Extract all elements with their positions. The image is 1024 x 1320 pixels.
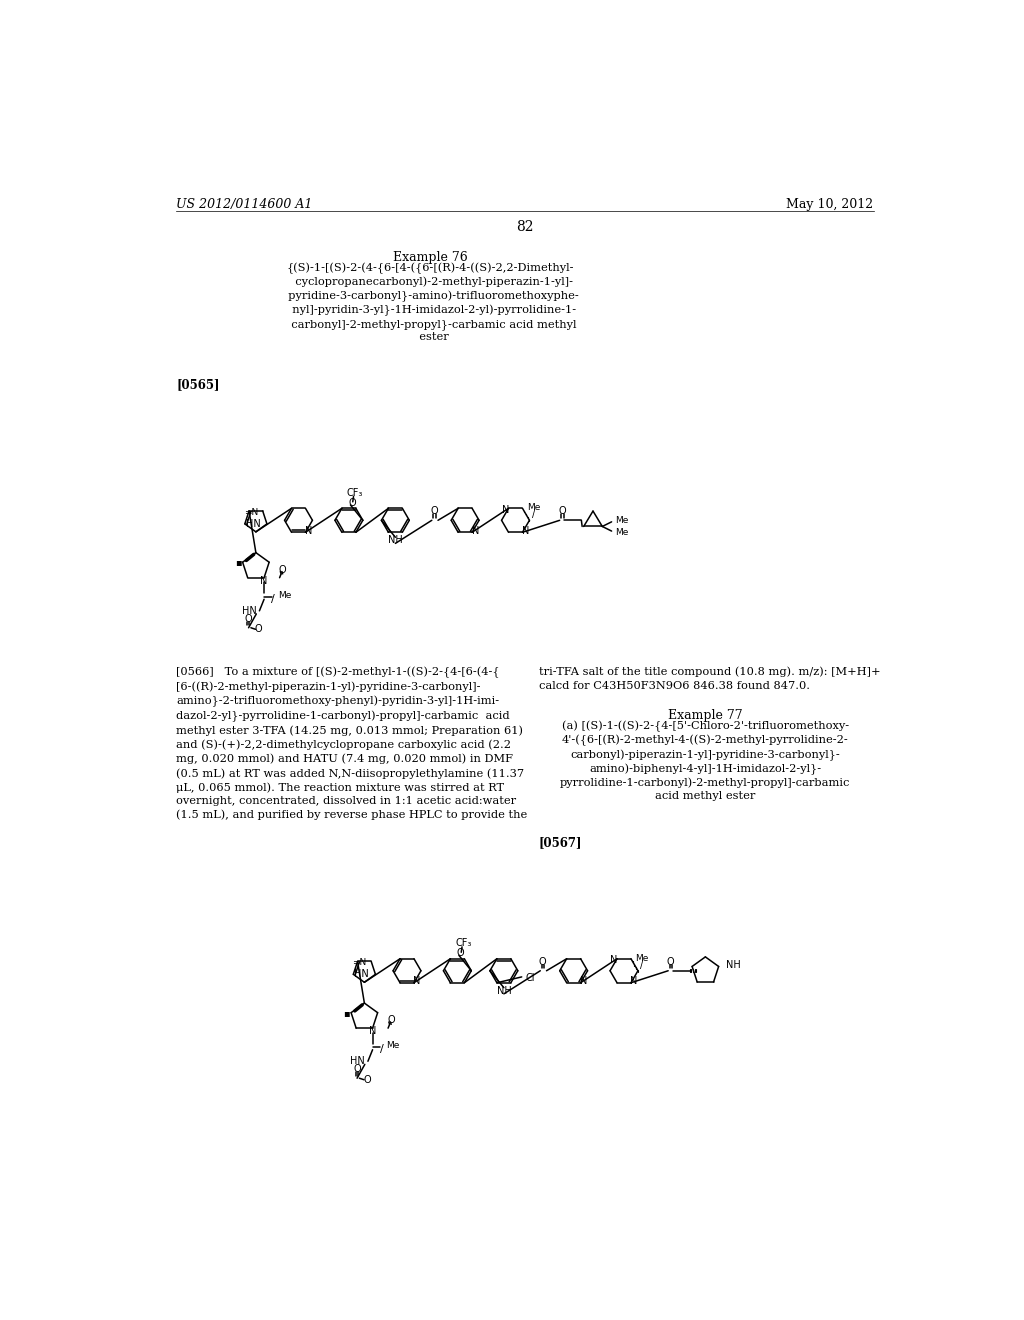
Text: HN: HN — [242, 606, 256, 616]
Text: O: O — [255, 624, 262, 635]
Text: Me: Me — [635, 954, 648, 962]
Text: Me: Me — [386, 1041, 400, 1051]
Text: N: N — [305, 525, 312, 536]
Text: /: / — [640, 960, 643, 970]
Text: [0567]: [0567] — [539, 836, 583, 849]
Text: O: O — [430, 506, 438, 516]
Text: Me: Me — [526, 503, 540, 512]
Text: O: O — [353, 1064, 360, 1074]
Text: O: O — [539, 957, 547, 966]
Text: [0566]   To a mixture of [(S)-2-methyl-1-((S)-2-{4-[6-(4-{
[6-((R)-2-methyl-pipe: [0566] To a mixture of [(S)-2-methyl-1-(… — [176, 667, 527, 820]
Text: Me: Me — [614, 516, 628, 525]
Text: 82: 82 — [516, 220, 534, 234]
Text: N: N — [610, 956, 617, 965]
Text: ▪: ▪ — [343, 1007, 350, 1018]
Text: /: / — [531, 510, 535, 519]
Text: O: O — [245, 614, 252, 623]
Text: O: O — [667, 957, 675, 966]
Text: Me: Me — [614, 528, 628, 537]
Text: HN: HN — [354, 969, 370, 979]
Text: O: O — [364, 1074, 371, 1085]
Text: N: N — [414, 977, 421, 986]
Text: N: N — [471, 525, 479, 536]
Text: NH: NH — [497, 986, 511, 995]
Text: {(S)-1-[(S)-2-(4-{6-[4-({6-[(R)-4-((S)-2,2-Dimethyl-
  cyclopropanecarbonyl)-2-m: {(S)-1-[(S)-2-(4-{6-[4-({6-[(R)-4-((S)-2… — [282, 263, 580, 342]
Text: O: O — [457, 948, 464, 958]
Text: ▪: ▪ — [234, 557, 242, 568]
Text: Example 77: Example 77 — [668, 709, 742, 722]
Text: (a) [(S)-1-((S)-2-{4-[5'-Chloro-2'-trifluoromethoxy-
4'-({6-[(R)-2-methyl-4-((S): (a) [(S)-1-((S)-2-{4-[5'-Chloro-2'-trifl… — [560, 721, 851, 801]
Text: HN: HN — [246, 519, 261, 529]
Text: O: O — [558, 506, 566, 516]
Text: CF₃: CF₃ — [347, 487, 364, 498]
Text: O: O — [387, 1015, 395, 1026]
Text: US 2012/0114600 A1: US 2012/0114600 A1 — [176, 198, 312, 211]
Text: N: N — [522, 525, 529, 536]
Text: /: / — [380, 1044, 384, 1053]
Text: Cl: Cl — [525, 973, 536, 983]
Text: N: N — [580, 977, 588, 986]
Text: N: N — [369, 1026, 376, 1036]
Text: Example 76: Example 76 — [393, 251, 468, 264]
Text: May 10, 2012: May 10, 2012 — [786, 198, 873, 211]
Text: O: O — [348, 498, 355, 508]
Text: HN: HN — [350, 1056, 365, 1067]
Text: Me: Me — [279, 591, 292, 599]
Text: CF₃: CF₃ — [456, 939, 472, 948]
Text: NH: NH — [388, 536, 402, 545]
Text: O: O — [279, 565, 287, 576]
Text: NH: NH — [726, 960, 740, 970]
Text: =N: =N — [352, 958, 367, 968]
Text: [0565]: [0565] — [176, 379, 219, 392]
Text: N: N — [260, 576, 267, 586]
Text: =N: =N — [244, 508, 258, 517]
Text: /: / — [271, 594, 275, 603]
Text: N: N — [502, 504, 509, 515]
Text: N: N — [631, 977, 638, 986]
Text: tri-TFA salt of the title compound (10.8 mg). m/z): [M+H]+
calcd for C43H50F3N9O: tri-TFA salt of the title compound (10.8… — [539, 667, 881, 690]
